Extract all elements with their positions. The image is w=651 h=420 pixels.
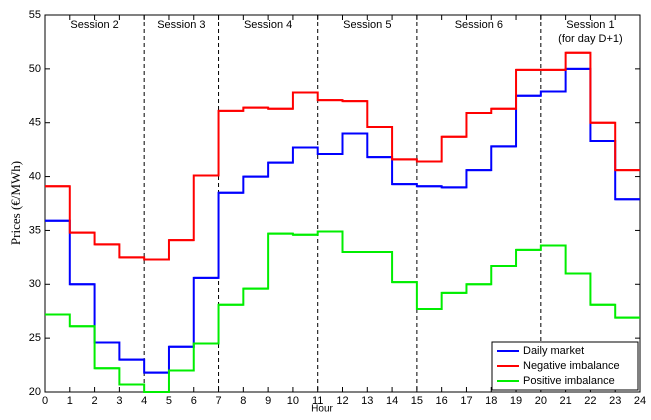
x-tick-label: 6: [191, 395, 197, 407]
legend-label: Positive imbalance: [523, 375, 615, 387]
session-label: Session 3: [157, 19, 205, 31]
x-tick-label: 12: [336, 395, 348, 407]
session-label: Session 5: [343, 19, 391, 31]
y-tick-label: 30: [29, 278, 41, 290]
x-tick-label: 16: [436, 395, 448, 407]
x-tick-label: 17: [460, 395, 472, 407]
x-tick-label: 7: [215, 395, 221, 407]
x-tick-label: 23: [609, 395, 621, 407]
session-sublabel: (for day D+1): [558, 33, 623, 45]
x-tick-label: 14: [386, 395, 398, 407]
session-label: Session 6: [455, 19, 503, 31]
x-tick-label: 2: [92, 395, 98, 407]
y-tick-label: 50: [29, 63, 41, 75]
x-tick-label: 21: [560, 395, 572, 407]
y-tick-label: 35: [29, 224, 41, 236]
legend-label: Daily market: [523, 345, 584, 357]
session-label: Session 4: [244, 19, 292, 31]
y-tick-label: 20: [29, 386, 41, 398]
y-tick-label: 55: [29, 9, 41, 21]
x-tick-label: 11: [312, 395, 323, 407]
x-tick-label: 24: [634, 395, 646, 407]
session-label: Session 1: [566, 19, 614, 31]
x-tick-label: 0: [42, 395, 48, 407]
x-tick-label: 1: [67, 395, 73, 407]
plot-area: [44, 14, 641, 393]
x-tick-label: 5: [166, 395, 172, 407]
x-tick-label: 3: [116, 395, 122, 407]
y-axis-label: Prices (€/MWh): [8, 161, 23, 245]
x-tick-label: 18: [485, 395, 497, 407]
y-tick-label: 25: [29, 332, 41, 344]
session-label: Session 2: [70, 19, 118, 31]
y-tick-label: 40: [29, 170, 41, 182]
x-tick-label: 19: [510, 395, 522, 407]
legend-label: Negative imbalance: [523, 360, 620, 372]
y-tick-label: 45: [29, 117, 41, 129]
x-tick-label: 22: [584, 395, 596, 407]
x-tick-label: 13: [361, 395, 373, 407]
x-tick-label: 20: [535, 395, 547, 407]
x-tick-label: 15: [411, 395, 423, 407]
x-tick-label: 10: [287, 395, 299, 407]
x-tick-label: 9: [265, 395, 271, 407]
x-tick-label: 8: [240, 395, 246, 407]
x-tick-label: 4: [141, 395, 147, 407]
x-axis-label: Hour: [311, 404, 333, 415]
